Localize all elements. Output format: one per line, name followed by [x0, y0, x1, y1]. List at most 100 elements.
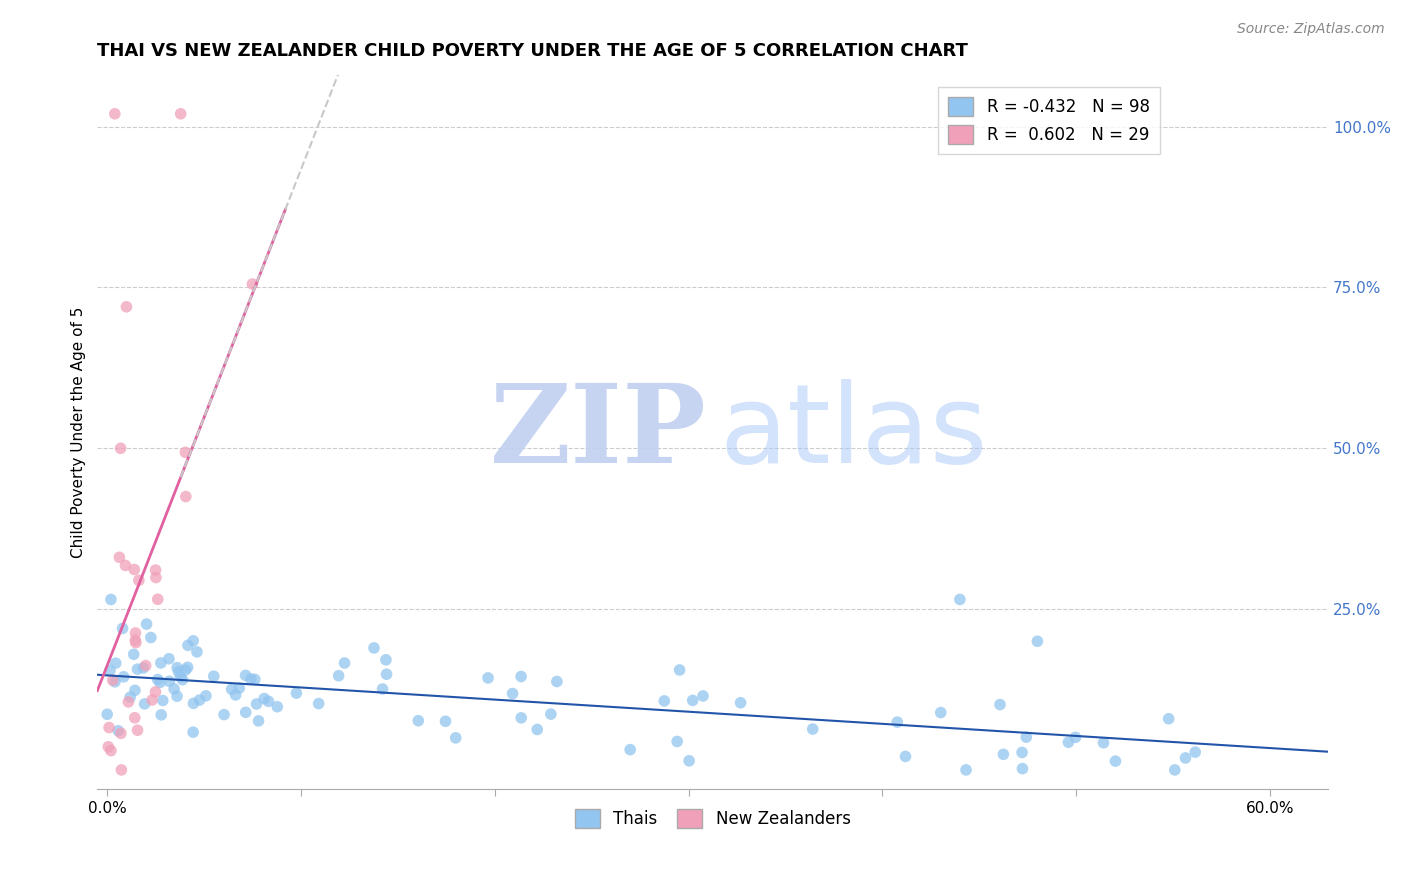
Point — [169, 669, 191, 683]
Text: Source: ZipAtlas.com: Source: ZipAtlas.com — [1237, 22, 1385, 37]
Point — [619, 742, 641, 756]
Point — [110, 726, 132, 740]
Point — [172, 673, 194, 687]
Point — [181, 633, 204, 648]
Point — [242, 277, 264, 291]
Point — [145, 685, 167, 699]
Point — [134, 697, 156, 711]
Point — [652, 694, 675, 708]
Point — [1092, 736, 1115, 750]
Point — [108, 550, 131, 565]
Point — [212, 707, 235, 722]
Point — [135, 617, 157, 632]
Point — [149, 675, 172, 690]
Point — [371, 681, 394, 696]
Point — [228, 681, 250, 695]
Point — [174, 445, 197, 459]
Point — [285, 686, 308, 700]
Point — [176, 660, 198, 674]
Point — [120, 690, 142, 705]
Point — [988, 698, 1011, 712]
Point — [1011, 746, 1033, 760]
Point — [128, 574, 150, 588]
Point — [124, 633, 146, 648]
Point — [170, 107, 193, 121]
Point — [247, 714, 270, 728]
Point — [1164, 763, 1187, 777]
Point — [98, 664, 121, 678]
Point — [243, 673, 266, 687]
Point — [146, 673, 169, 687]
Point — [333, 656, 356, 670]
Point — [152, 693, 174, 707]
Point — [111, 621, 134, 635]
Point — [929, 706, 952, 720]
Point — [163, 681, 186, 696]
Point — [124, 626, 146, 640]
Point — [949, 592, 972, 607]
Point — [235, 668, 257, 682]
Point — [127, 723, 149, 738]
Point — [101, 673, 124, 687]
Point — [145, 571, 167, 585]
Point — [122, 648, 145, 662]
Point — [666, 734, 689, 748]
Point — [145, 563, 167, 577]
Point — [1011, 762, 1033, 776]
Point — [166, 661, 188, 675]
Point — [177, 638, 200, 652]
Point — [157, 674, 180, 689]
Point — [150, 707, 173, 722]
Point — [678, 754, 700, 768]
Point — [110, 442, 132, 456]
Point — [124, 711, 146, 725]
Point — [510, 669, 533, 683]
Point — [692, 689, 714, 703]
Point — [540, 707, 562, 722]
Point — [253, 691, 276, 706]
Point — [886, 715, 908, 730]
Point — [100, 744, 122, 758]
Point — [235, 706, 257, 720]
Point — [124, 683, 146, 698]
Point — [188, 693, 211, 707]
Point — [104, 656, 127, 670]
Point — [183, 696, 205, 710]
Point — [1015, 730, 1038, 744]
Point — [125, 636, 148, 650]
Point — [257, 694, 280, 708]
Point — [132, 661, 155, 675]
Point — [266, 699, 288, 714]
Point — [104, 107, 127, 121]
Text: atlas: atlas — [718, 379, 987, 486]
Point — [104, 674, 127, 689]
Text: ZIP: ZIP — [489, 379, 707, 486]
Text: THAI VS NEW ZEALANDER CHILD POVERTY UNDER THE AGE OF 5 CORRELATION CHART: THAI VS NEW ZEALANDER CHILD POVERTY UNDE… — [97, 42, 969, 60]
Point — [157, 652, 180, 666]
Point — [124, 562, 146, 576]
Point — [363, 640, 385, 655]
Point — [993, 747, 1015, 762]
Point — [174, 663, 197, 677]
Point — [375, 653, 398, 667]
Point — [174, 490, 197, 504]
Point — [408, 714, 430, 728]
Point — [167, 665, 190, 679]
Point — [668, 663, 690, 677]
Point — [149, 656, 172, 670]
Point — [115, 300, 138, 314]
Point — [801, 722, 824, 736]
Point — [127, 662, 149, 676]
Point — [510, 711, 533, 725]
Point — [114, 558, 136, 573]
Point — [894, 749, 917, 764]
Point — [1157, 712, 1180, 726]
Point — [110, 763, 132, 777]
Point — [112, 670, 135, 684]
Point — [135, 658, 157, 673]
Point — [1184, 745, 1206, 759]
Point — [444, 731, 467, 745]
Point — [1026, 634, 1049, 648]
Point — [1057, 735, 1080, 749]
Legend: Thais, New Zealanders: Thais, New Zealanders — [568, 802, 858, 834]
